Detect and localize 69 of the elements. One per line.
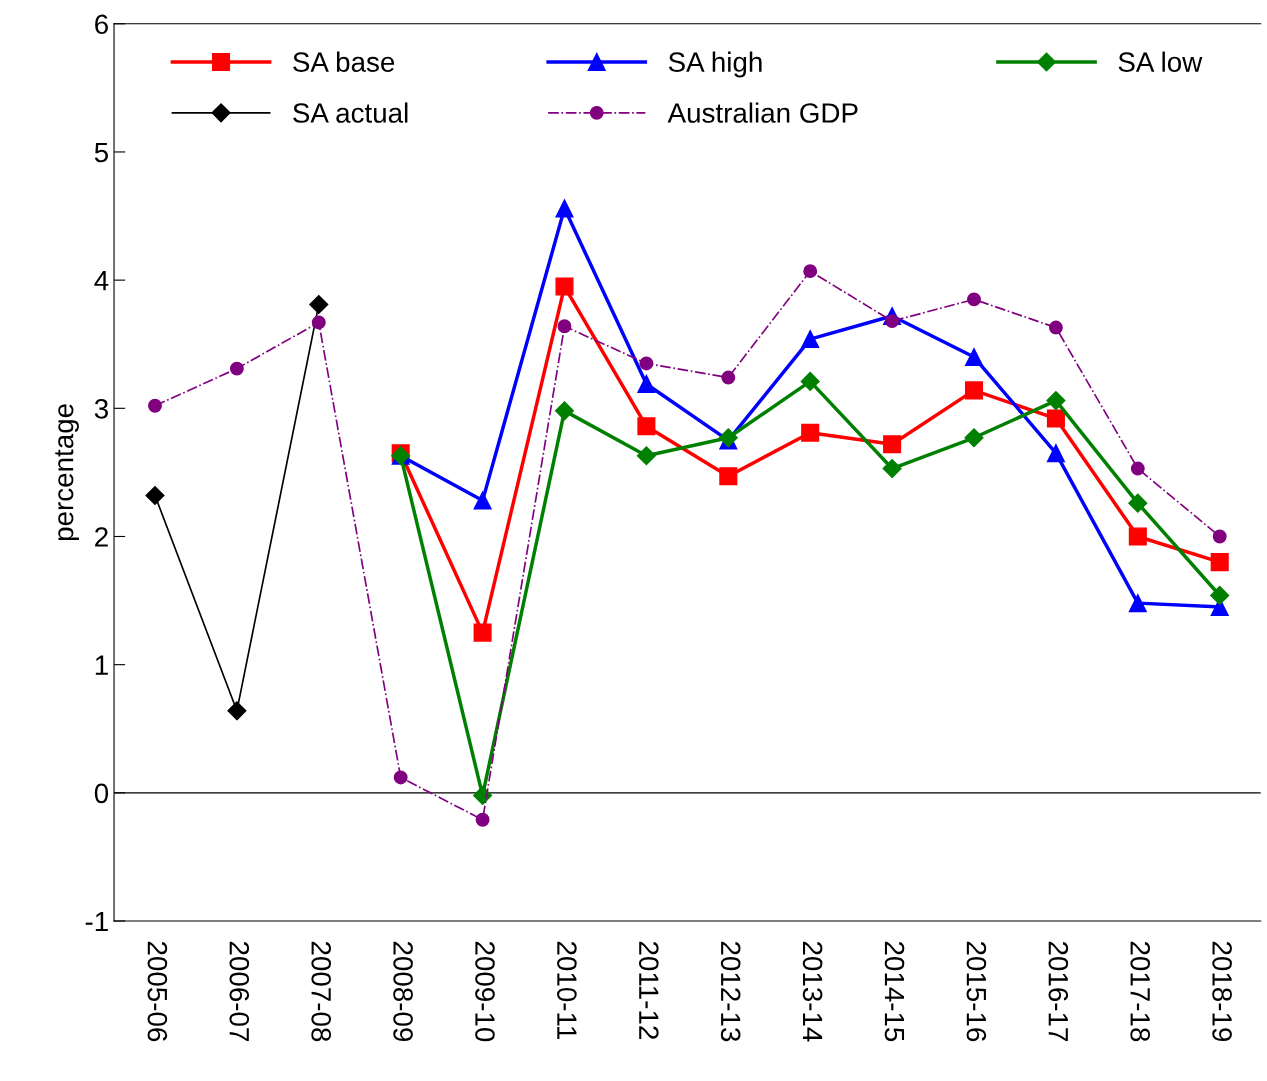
x-tick-label: 2010-11 <box>557 941 577 1039</box>
point <box>473 623 492 642</box>
point <box>1210 585 1230 605</box>
x-tick-label: 2006-07 <box>229 941 250 1041</box>
point <box>1130 461 1145 476</box>
point <box>555 277 574 296</box>
y-tick-label: 3 <box>94 398 108 419</box>
point <box>1046 391 1066 411</box>
point <box>721 370 736 385</box>
legend-label: SA actual <box>293 102 408 123</box>
x-tick-label: 2014-15 <box>884 941 905 1042</box>
x-tick-label: 2009-10 <box>475 941 495 1042</box>
point <box>473 491 492 510</box>
point <box>964 348 984 367</box>
point <box>145 485 165 506</box>
x-tick-label: 2016-17 <box>1048 941 1069 1041</box>
point <box>639 356 654 371</box>
point <box>1128 527 1147 546</box>
point <box>475 812 490 827</box>
point <box>1128 594 1147 613</box>
point <box>1210 553 1229 572</box>
legend-label: Australian GDP <box>667 102 858 123</box>
point <box>882 459 902 479</box>
y-tick-label: 0 <box>94 783 109 804</box>
point <box>309 294 329 315</box>
x-tick-label: 2017-18 <box>1130 941 1151 1042</box>
x-tick-label: 2018-19 <box>1212 941 1232 1042</box>
point <box>719 467 738 486</box>
point <box>1212 529 1227 544</box>
point <box>311 315 326 330</box>
x-tick-label: 2005-06 <box>147 941 168 1042</box>
point <box>803 264 818 279</box>
x-tick-label: 2012-13 <box>720 941 741 1042</box>
legend-label: SA high <box>668 51 762 78</box>
x-tick-label: 2007-08 <box>311 941 331 1042</box>
point <box>801 423 820 442</box>
legend-label: SA low <box>1118 51 1203 72</box>
point <box>229 361 244 376</box>
point <box>967 292 981 307</box>
point <box>637 374 656 393</box>
point <box>1048 320 1063 335</box>
x-tick-label: 2013-14 <box>802 941 823 1042</box>
point <box>227 701 247 721</box>
point <box>883 435 902 454</box>
point <box>557 319 572 334</box>
point <box>554 401 575 421</box>
x-tick-label: 2008-09 <box>393 941 413 1042</box>
point <box>1046 409 1065 428</box>
point <box>800 371 820 391</box>
y-tick-label: 2 <box>95 527 108 547</box>
y-tick-label: -1 <box>85 911 108 932</box>
y-tick-label: 1 <box>95 655 108 675</box>
point <box>964 428 984 448</box>
y-tick-label: 6 <box>95 14 108 35</box>
point <box>636 446 656 466</box>
x-tick-label: 2015-16 <box>966 941 987 1042</box>
y-tick-label: 4 <box>94 271 109 291</box>
point <box>964 381 984 400</box>
x-tick-label: 2011-12 <box>638 941 659 1039</box>
point <box>637 417 656 436</box>
point <box>148 398 162 413</box>
point <box>1046 444 1065 463</box>
legend-label: SA base <box>293 51 395 72</box>
y-axis-title: percentage <box>55 404 79 541</box>
y-tick-label: 5 <box>94 142 109 163</box>
point <box>393 770 408 785</box>
point <box>801 330 820 349</box>
point <box>555 199 574 218</box>
point <box>1128 493 1148 513</box>
